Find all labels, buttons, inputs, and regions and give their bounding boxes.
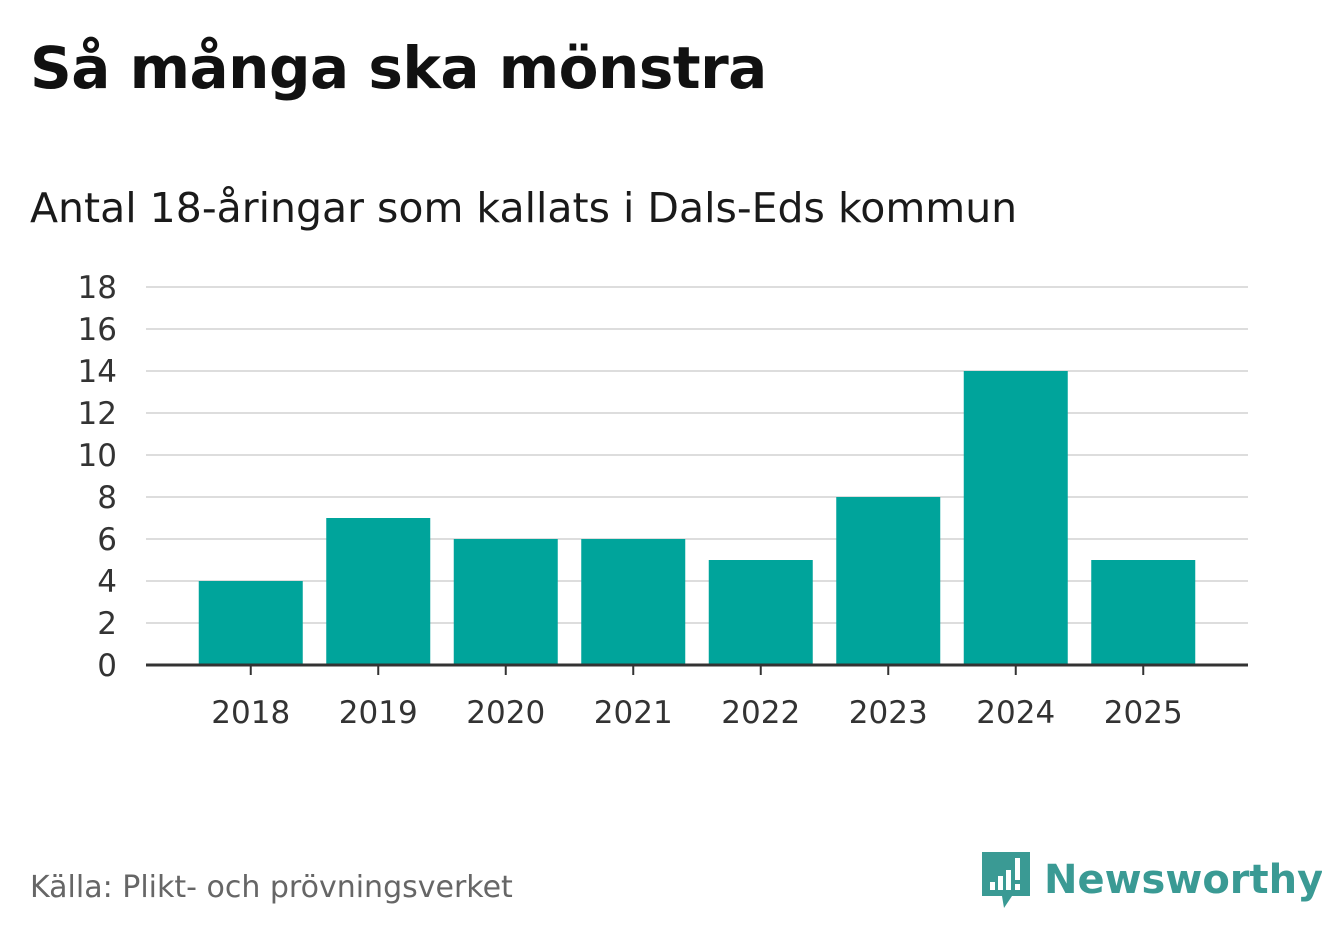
x-tick-label: 2018 — [211, 695, 290, 731]
bar-2021 — [581, 539, 686, 665]
newsworthy-logo-icon — [982, 852, 1030, 908]
y-tick-label: 10 — [78, 438, 117, 474]
bar-2019 — [326, 518, 431, 665]
x-tick-label: 2021 — [594, 695, 673, 731]
y-tick-label: 12 — [78, 396, 117, 432]
x-tick-label: 2019 — [339, 695, 418, 731]
y-tick-label: 4 — [97, 564, 117, 600]
y-tick-label: 8 — [97, 480, 117, 516]
tick-labels: 0 2 4 6 8 10 12 14 16 18 2018 2019 2020 2021 2022 2023 2… — [78, 270, 1183, 731]
x-tick-label: 2023 — [849, 695, 928, 731]
bar-2024 — [963, 371, 1068, 665]
x-tick-label: 2022 — [721, 695, 800, 731]
bar-2022 — [708, 560, 813, 665]
brand-name: Newsworthy — [1044, 857, 1322, 903]
brand-logo: Newsworthy — [980, 850, 1322, 910]
bar-2018 — [198, 581, 303, 665]
bars — [198, 371, 1196, 665]
y-tick-label: 6 — [97, 522, 117, 558]
bar-2020 — [453, 539, 558, 665]
x-tick-label: 2020 — [466, 695, 545, 731]
y-tick-label: 0 — [97, 648, 117, 684]
axes — [146, 663, 1248, 675]
y-tick-label: 18 — [78, 270, 117, 306]
bar-2023 — [836, 497, 941, 665]
y-tick-label: 16 — [78, 312, 117, 348]
y-tick-label: 14 — [78, 354, 117, 390]
source-note: Källa: Plikt- och prövningsverket — [30, 870, 513, 905]
bar-chart: 0 2 4 6 8 10 12 14 16 18 2018 2019 2020 2021 2022 2023 2… — [78, 270, 1248, 731]
chart-title: Så många ska mönstra — [30, 34, 767, 102]
gridlines — [146, 286, 1248, 624]
x-tick-label: 2024 — [976, 695, 1055, 731]
chart-subtitle: Antal 18-åringar som kallats i Dals-Eds … — [30, 184, 1018, 232]
x-tick-label: 2025 — [1104, 695, 1183, 731]
y-tick-label: 2 — [97, 606, 117, 642]
bar-2025 — [1091, 560, 1196, 665]
